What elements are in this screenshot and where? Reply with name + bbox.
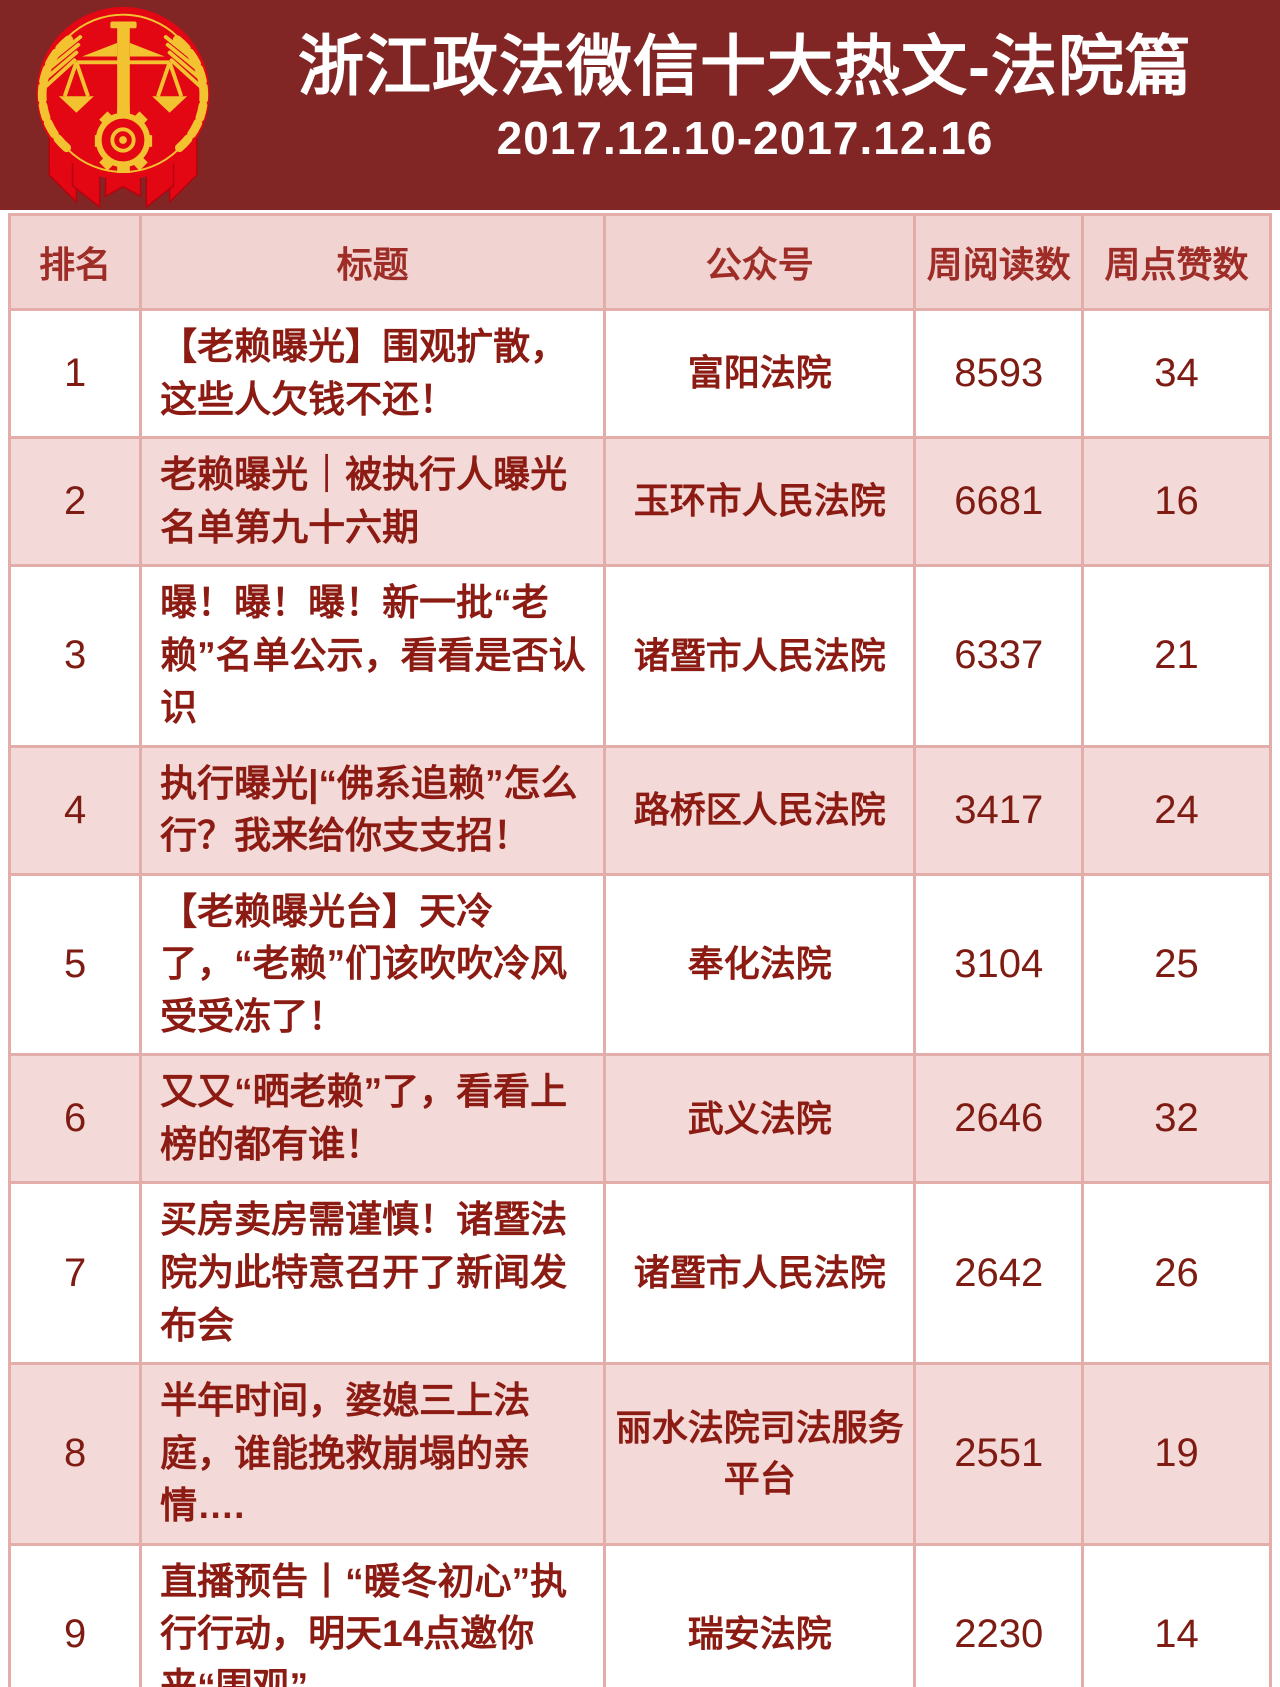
likes-cell: 34 bbox=[1081, 307, 1272, 440]
reads-cell: 6681 bbox=[913, 436, 1085, 568]
court-emblem-logo bbox=[36, 6, 210, 208]
rank-cell: 9 bbox=[7, 1542, 143, 1687]
table-row: 1 【老赖曝光】围观扩散，这些人欠钱不还！ 富阳法院 8593 34 bbox=[7, 307, 1272, 440]
reads-cell: 8593 bbox=[913, 307, 1085, 440]
table-row: 5 【老赖曝光台】天冷了，“老赖”们该吹吹冷风受受冻了！ 奉化法院 3104 2… bbox=[7, 872, 1272, 1057]
likes-cell: 32 bbox=[1081, 1053, 1272, 1185]
masthead-text: 浙江政法微信十大热文-法院篇 2017.12.10-2017.12.16 bbox=[220, 0, 1270, 165]
title-cell: 直播预告丨“暖冬初心”执行行动，明天14点邀你来“围观” bbox=[139, 1542, 607, 1687]
likes-cell: 26 bbox=[1081, 1181, 1272, 1366]
reads-cell: 6337 bbox=[913, 564, 1085, 748]
table-row: 9 直播预告丨“暖冬初心”执行行动，明天14点邀你来“围观” 瑞安法院 2230… bbox=[7, 1542, 1272, 1687]
account-cell: 瑞安法院 bbox=[603, 1542, 917, 1687]
title-cell: 【老赖曝光台】天冷了，“老赖”们该吹吹冷风受受冻了！ bbox=[139, 872, 607, 1057]
reads-cell: 3417 bbox=[913, 744, 1085, 876]
title-cell: 半年时间，婆媳三上法庭，谁能挽救崩塌的亲情…. bbox=[139, 1362, 607, 1546]
col-header-title: 标题 bbox=[139, 213, 607, 311]
reads-cell: 2646 bbox=[913, 1053, 1085, 1185]
title-cell: 曝！曝！曝！新一批“老赖”名单公示，看看是否认识 bbox=[139, 564, 607, 748]
account-cell: 路桥区人民法院 bbox=[603, 744, 917, 876]
ranking-table: 排名 标题 公众号 周阅读数 周点赞数 1 【老赖曝光】围观扩散，这些人欠钱不还… bbox=[7, 213, 1272, 1687]
col-header-reads: 周阅读数 bbox=[913, 213, 1085, 311]
title-cell: 执行曝光|“佛系追赖”怎么行？我来给你支支招！ bbox=[139, 744, 607, 876]
likes-cell: 21 bbox=[1081, 564, 1272, 748]
reads-cell: 2642 bbox=[913, 1181, 1085, 1366]
likes-cell: 16 bbox=[1081, 436, 1272, 568]
rank-cell: 2 bbox=[7, 436, 143, 568]
date-range: 2017.12.10-2017.12.16 bbox=[496, 111, 994, 164]
title-cell: 老赖曝光｜被执行人曝光名单第九十六期 bbox=[139, 436, 607, 568]
rank-cell: 5 bbox=[7, 872, 143, 1057]
table-row: 8 半年时间，婆媳三上法庭，谁能挽救崩塌的亲情…. 丽水法院司法服务平台 255… bbox=[7, 1362, 1272, 1546]
table-row: 4 执行曝光|“佛系追赖”怎么行？我来给你支支招！ 路桥区人民法院 3417 2… bbox=[7, 744, 1272, 876]
rank-cell: 8 bbox=[7, 1362, 143, 1546]
table-row: 7 买房卖房需谨慎！诸暨法院为此特意召开了新闻发布会 诸暨市人民法院 2642 … bbox=[7, 1181, 1272, 1366]
title-cell: 【老赖曝光】围观扩散，这些人欠钱不还！ bbox=[139, 307, 607, 440]
account-cell: 丽水法院司法服务平台 bbox=[603, 1362, 917, 1546]
likes-cell: 19 bbox=[1081, 1362, 1272, 1546]
likes-cell: 14 bbox=[1081, 1542, 1272, 1687]
title-cell: 又又“晒老赖”了，看看上榜的都有谁！ bbox=[139, 1053, 607, 1185]
rank-cell: 6 bbox=[7, 1053, 143, 1185]
table-row: 6 又又“晒老赖”了，看看上榜的都有谁！ 武义法院 2646 32 bbox=[7, 1053, 1272, 1185]
reads-cell: 3104 bbox=[913, 872, 1085, 1057]
account-cell: 富阳法院 bbox=[603, 307, 917, 440]
table-row: 3 曝！曝！曝！新一批“老赖”名单公示，看看是否认识 诸暨市人民法院 6337 … bbox=[7, 564, 1272, 748]
account-cell: 武义法院 bbox=[603, 1053, 917, 1185]
table-header-row: 排名 标题 公众号 周阅读数 周点赞数 bbox=[7, 213, 1272, 311]
account-cell: 诸暨市人民法院 bbox=[603, 1181, 917, 1366]
title-cell: 买房卖房需谨慎！诸暨法院为此特意召开了新闻发布会 bbox=[139, 1181, 607, 1366]
rank-cell: 3 bbox=[7, 564, 143, 748]
masthead: 浙江政法微信十大热文-法院篇 2017.12.10-2017.12.16 bbox=[0, 0, 1280, 210]
rank-cell: 1 bbox=[7, 307, 143, 440]
likes-cell: 25 bbox=[1081, 872, 1272, 1057]
reads-cell: 2230 bbox=[913, 1542, 1085, 1687]
rank-cell: 4 bbox=[7, 744, 143, 876]
page-title: 浙江政法微信十大热文-法院篇 bbox=[298, 29, 1192, 103]
account-cell: 奉化法院 bbox=[603, 872, 917, 1057]
reads-cell: 2551 bbox=[913, 1362, 1085, 1546]
table-body: 1 【老赖曝光】围观扩散，这些人欠钱不还！ 富阳法院 8593 34 2 老赖曝… bbox=[7, 307, 1272, 1687]
col-header-rank: 排名 bbox=[7, 213, 143, 311]
likes-cell: 24 bbox=[1081, 744, 1272, 876]
table-row: 2 老赖曝光｜被执行人曝光名单第九十六期 玉环市人民法院 6681 16 bbox=[7, 436, 1272, 568]
col-header-account: 公众号 bbox=[603, 213, 917, 311]
rank-cell: 7 bbox=[7, 1181, 143, 1366]
account-cell: 玉环市人民法院 bbox=[603, 436, 917, 568]
col-header-likes: 周点赞数 bbox=[1081, 213, 1272, 311]
account-cell: 诸暨市人民法院 bbox=[603, 564, 917, 748]
ranking-table-wrap: 排名 标题 公众号 周阅读数 周点赞数 1 【老赖曝光】围观扩散，这些人欠钱不还… bbox=[0, 210, 1280, 1687]
